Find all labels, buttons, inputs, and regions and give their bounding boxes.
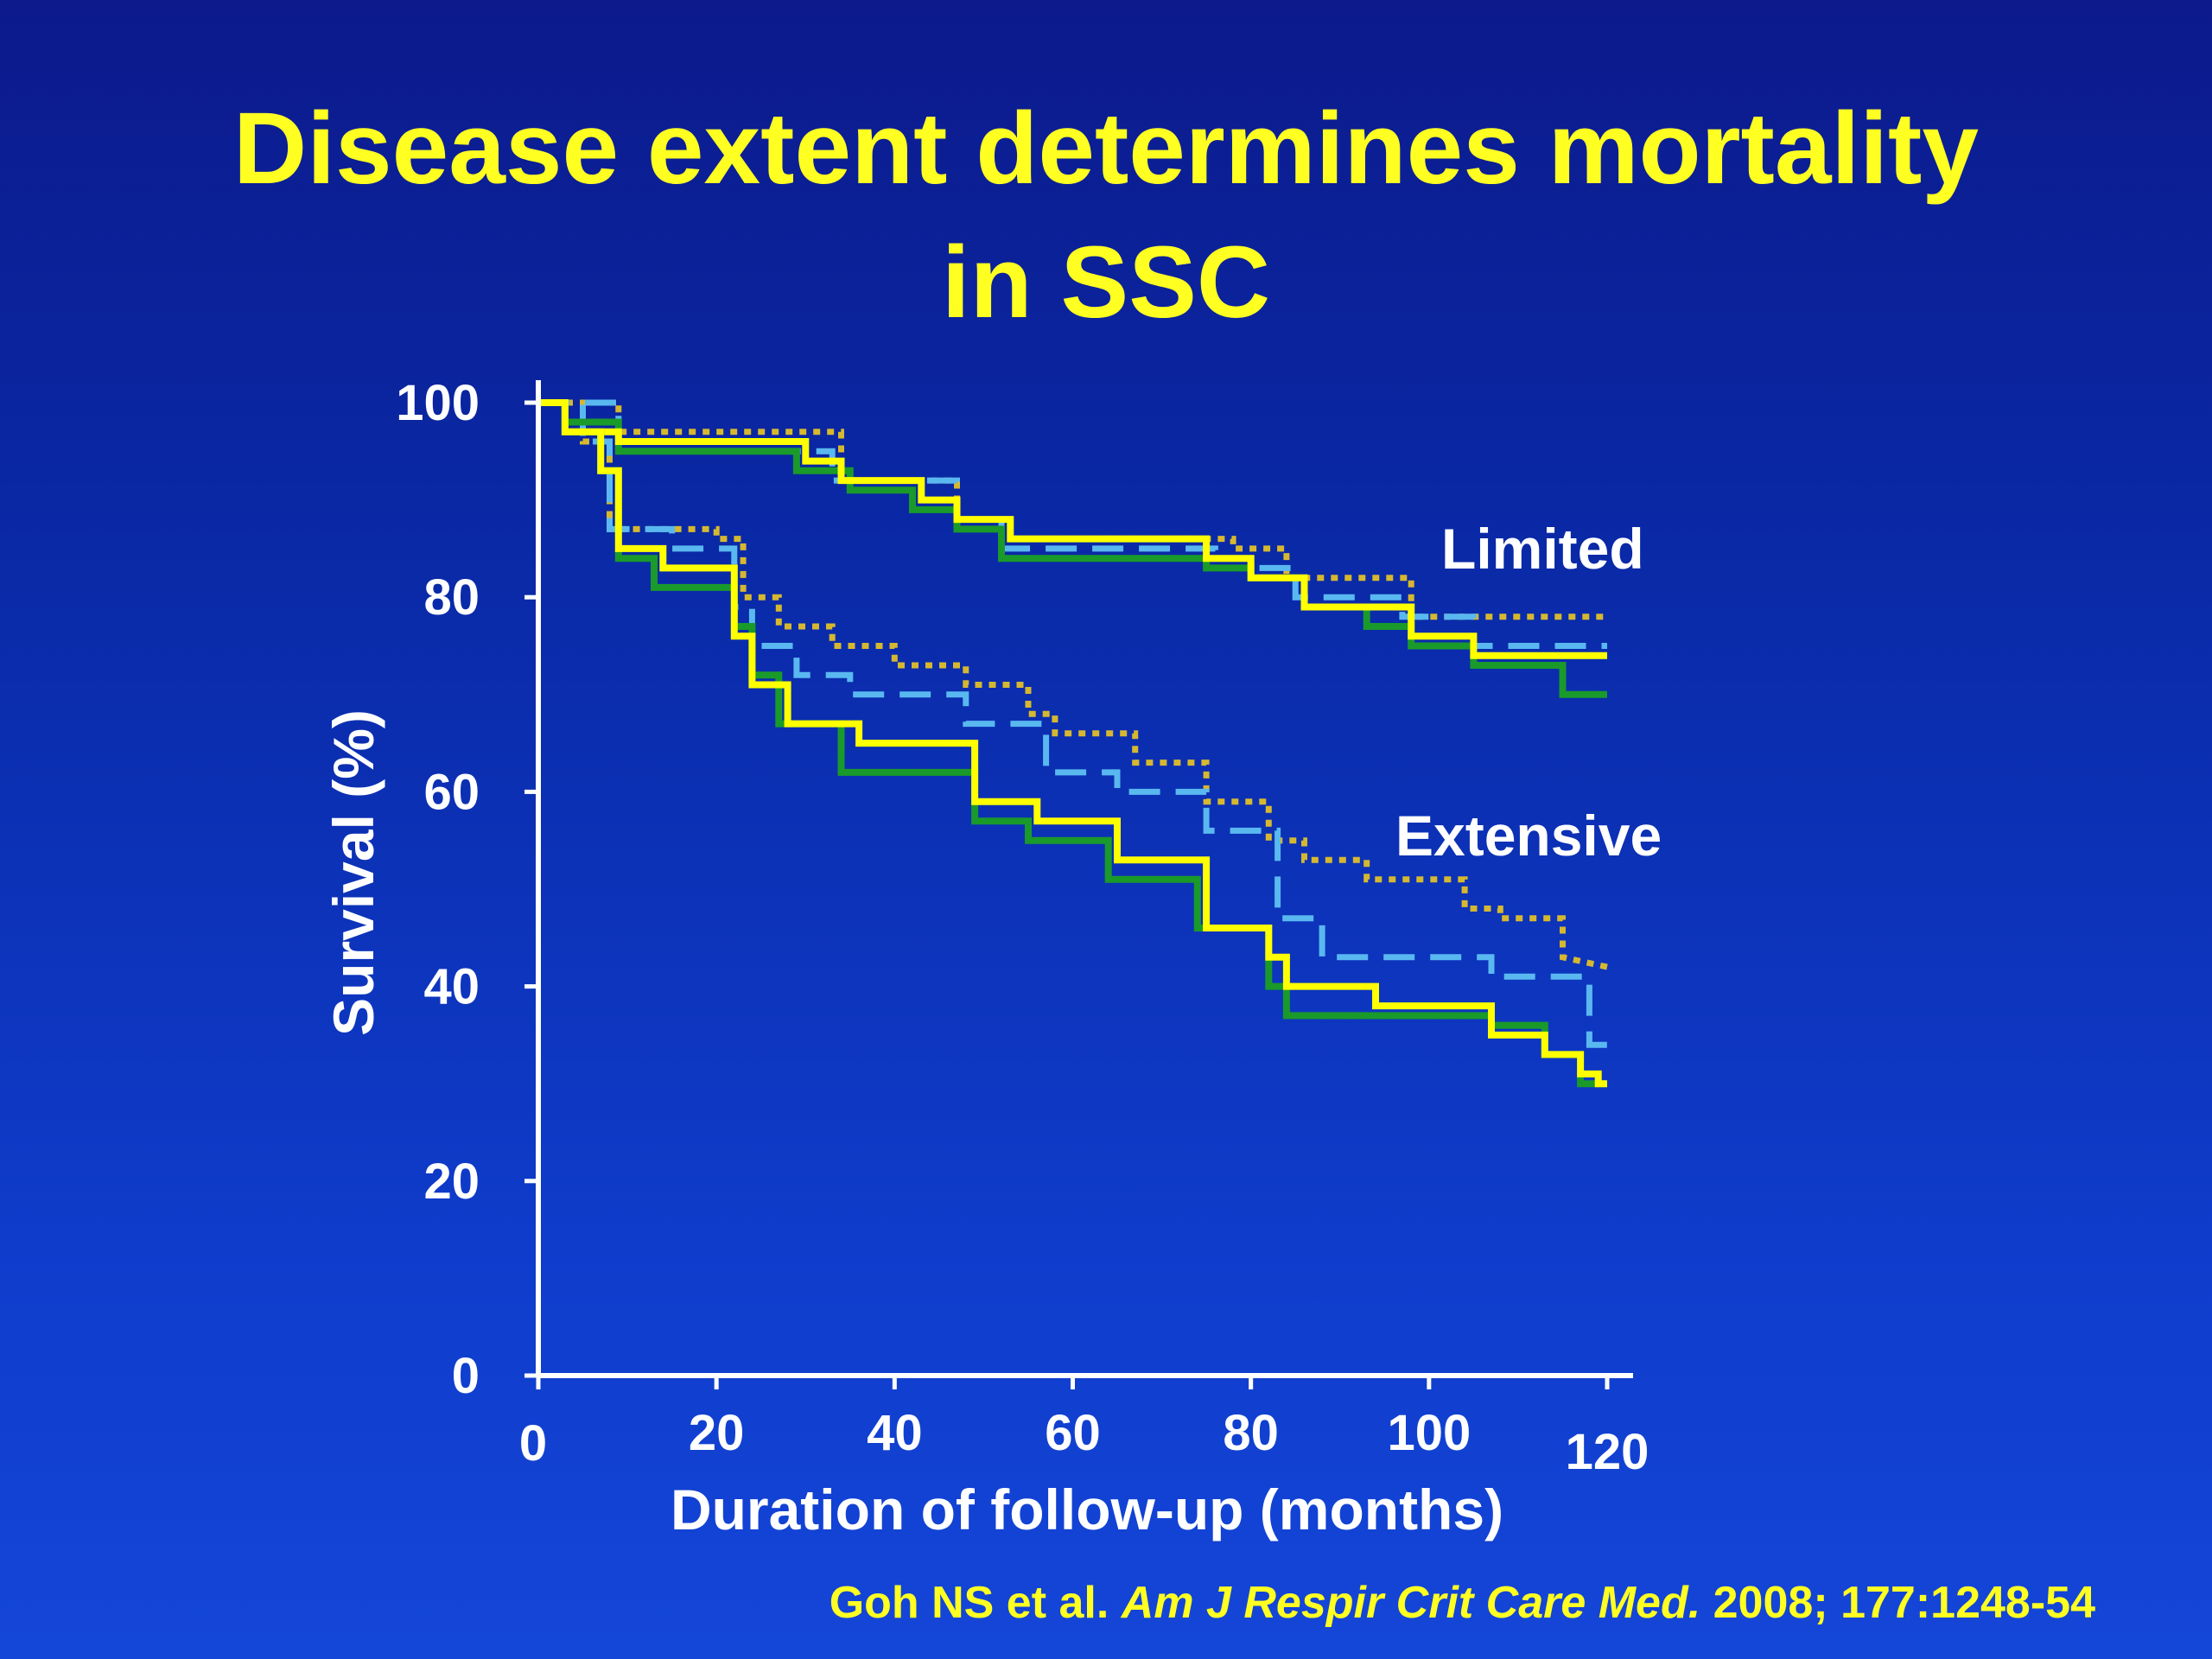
citation-journal: Am J Respir Crit Care Med.	[1121, 1578, 1701, 1628]
series-limited-solid-yellow	[538, 399, 1607, 659]
citation-dot: .	[1096, 1578, 1109, 1628]
slide-title: Disease extent determines mortality in S…	[0, 82, 2212, 350]
x-tick-label-100: 100	[1387, 1405, 1471, 1461]
x-tick-label-0: 0	[519, 1415, 547, 1471]
series-limited-solid-green	[538, 399, 1607, 698]
axes-layer: 0 20 40 60 80 100 120 0 20 40 60 80 100	[396, 375, 1649, 1480]
slide-title-line-1: Disease extent determines mortality	[233, 92, 1979, 206]
series-extensive-solid-yellow	[538, 399, 1607, 1088]
slide-title-line-2: in SSC	[941, 226, 1271, 340]
series-extensive-dashed-blue	[538, 399, 1607, 1048]
series-layer	[538, 399, 1608, 1088]
series-extensive-solid-green	[538, 399, 1607, 1088]
y-tick-label-40: 40	[423, 959, 480, 1015]
citation-authors: Goh NS et al	[829, 1578, 1096, 1628]
series-extensive-dotted-gold	[538, 399, 1608, 970]
y-tick-label-80: 80	[423, 569, 480, 626]
y-axis-title: Survival (%)	[321, 709, 385, 1036]
y-tick-label-20: 20	[423, 1154, 480, 1210]
y-tick-label-100: 100	[396, 375, 480, 431]
citation: Goh NS et al. Am J Respir Crit Care Med.…	[830, 1577, 2095, 1629]
x-tick-label-60: 60	[1045, 1405, 1101, 1461]
y-tick-label-0: 0	[452, 1348, 480, 1404]
annotation-extensive: Extensive	[1395, 804, 1662, 868]
x-axis-title: Duration of follow-up (months)	[671, 1478, 1503, 1541]
x-tick-label-120: 120	[1566, 1424, 1649, 1480]
annotation-limited: Limited	[1441, 517, 1644, 581]
x-tick-label-40: 40	[867, 1405, 923, 1461]
y-tick-label-60: 60	[423, 764, 480, 820]
x-tick-label-20: 20	[689, 1405, 745, 1461]
x-tick-label-80: 80	[1223, 1405, 1279, 1461]
citation-details: 2008; 177:1248-54	[1713, 1578, 2095, 1628]
